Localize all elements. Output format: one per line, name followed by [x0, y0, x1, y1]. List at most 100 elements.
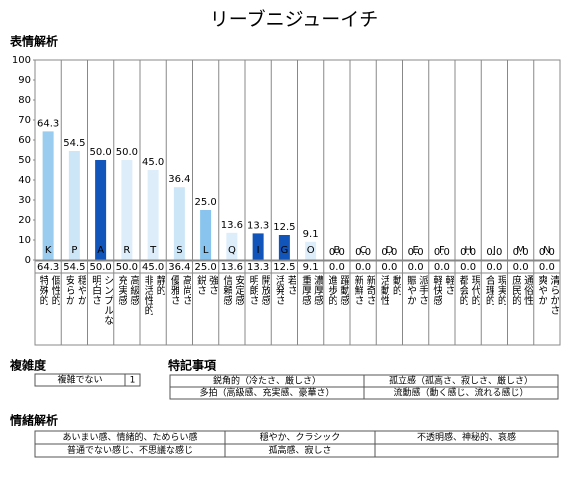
category-label: P [71, 245, 77, 256]
description: 明白さ [89, 275, 101, 305]
y-tick-label: 90 [18, 75, 31, 86]
description-frame: 明白さ [89, 275, 101, 305]
cell-text: あいまい感、情緒的、ためらい感 [62, 431, 197, 443]
data-label: 13.3 [247, 220, 269, 231]
data-label: 0.0 [434, 247, 450, 258]
description-frame: 信頼感 [221, 275, 232, 305]
cell-text: 1 [130, 376, 136, 386]
bar [305, 241, 317, 260]
description-frame: 派手さ [416, 275, 428, 305]
category-label: A [97, 245, 104, 256]
description: 軽さ [442, 275, 454, 295]
value-cell: 0.0 [460, 262, 476, 273]
description-frame: 活動性 [378, 275, 389, 305]
data-label: 13.6 [221, 220, 243, 231]
description: 派手さ [416, 275, 428, 305]
data-label: 64.3 [37, 118, 59, 129]
description-frame: 活発さ [273, 275, 284, 305]
value-cell: 36.4 [168, 262, 190, 273]
description: 強さ [206, 275, 218, 295]
description: 新奇さ [364, 275, 376, 305]
description-frame: 現代的 [469, 275, 480, 305]
cell-text: 普通でない感じ、不思議な感じ [67, 444, 193, 456]
y-tick-label: 50 [18, 155, 31, 166]
table-cell [124, 373, 141, 387]
y-tick-label: 20 [18, 215, 31, 226]
category-label: Q [228, 245, 236, 256]
description-frame: 重厚感 [299, 275, 311, 305]
value-cell: 0.0 [408, 262, 424, 273]
data-label: 45.0 [142, 157, 164, 168]
description-frame: 穏やか [75, 275, 87, 305]
description-frame: 新奇さ [364, 275, 376, 305]
data-label: 0.0 [408, 247, 424, 258]
description: 明朗さ [247, 275, 259, 305]
data-label: 54.5 [63, 138, 85, 149]
data-label: 0.0 [486, 247, 502, 258]
category-label: F [439, 245, 445, 256]
description: 充実感 [115, 275, 127, 305]
value-cell: 50.0 [89, 262, 111, 273]
bar [278, 235, 290, 260]
category-label: L [203, 245, 209, 256]
description: 庶民的 [509, 275, 521, 305]
description-frame: 軽さ [442, 275, 454, 295]
description: 個性的 [49, 275, 61, 305]
cell-text: 多拍（高級感、充実感、豪華さ） [199, 387, 334, 399]
value-cell: 9.1 [303, 262, 319, 273]
bar [226, 232, 238, 260]
cell-text: 孤高感、寂しさ [268, 444, 331, 456]
description: 非活性的 [142, 275, 154, 315]
category-label: E [412, 245, 418, 256]
bar [68, 151, 80, 260]
description-frame: 高級感 [128, 275, 139, 305]
data-label: 36.4 [168, 174, 190, 185]
description: 優雅さ [168, 275, 180, 305]
bar [95, 160, 107, 260]
category-label: B [333, 245, 340, 256]
page-title: リーブニジューイチ [210, 8, 379, 31]
category-label: N [543, 245, 550, 256]
value-cell: 0.0 [329, 262, 345, 273]
description: 爽やか [535, 275, 547, 305]
description-frame: 強さ [206, 275, 218, 295]
description: 静的 [154, 275, 166, 295]
cell-text: 鋭角的（冷たさ、厳しさ） [213, 375, 321, 387]
description: 通俗性 [521, 275, 533, 305]
description-frame: シンプルな [102, 275, 113, 325]
y-tick-label: 10 [18, 235, 31, 246]
description: 鋭さ [194, 275, 206, 295]
bar [147, 170, 159, 260]
description: 安定感 [232, 275, 244, 305]
category-label: D [386, 245, 394, 256]
description-frame: 明朗さ [247, 275, 259, 305]
data-label: 0.0 [329, 247, 345, 258]
description: 重厚感 [299, 275, 311, 305]
bar [121, 160, 133, 260]
description: 高尚さ [180, 275, 192, 305]
bar [200, 210, 212, 260]
description: 清らかさ [547, 275, 559, 315]
description-frame: 躍動感 [338, 275, 349, 305]
category-label: I [257, 245, 260, 256]
description: 新鮮さ [352, 275, 364, 305]
description-frame: 動的 [390, 275, 402, 295]
desc-row [34, 272, 561, 346]
description: 穏やか [75, 275, 87, 305]
description: 動的 [390, 275, 402, 295]
data-label: 0.0 [513, 247, 529, 258]
description-frame: 都会的 [457, 275, 468, 305]
description: 進歩的 [325, 275, 337, 305]
category-label: G [281, 245, 289, 256]
value-cell: 0.0 [486, 262, 502, 273]
description-frame: 高尚さ [180, 275, 192, 305]
bar [173, 187, 185, 260]
value-cell: 0.0 [355, 262, 371, 273]
y-tick-label: 70 [18, 115, 31, 126]
y-tick-label: 40 [18, 175, 31, 186]
category-label: K [45, 245, 52, 256]
data-label: 25.0 [194, 197, 216, 208]
y-tick-label: 80 [18, 95, 31, 106]
data-label: 50.0 [89, 147, 111, 158]
description-frame: 安定感 [232, 275, 244, 305]
